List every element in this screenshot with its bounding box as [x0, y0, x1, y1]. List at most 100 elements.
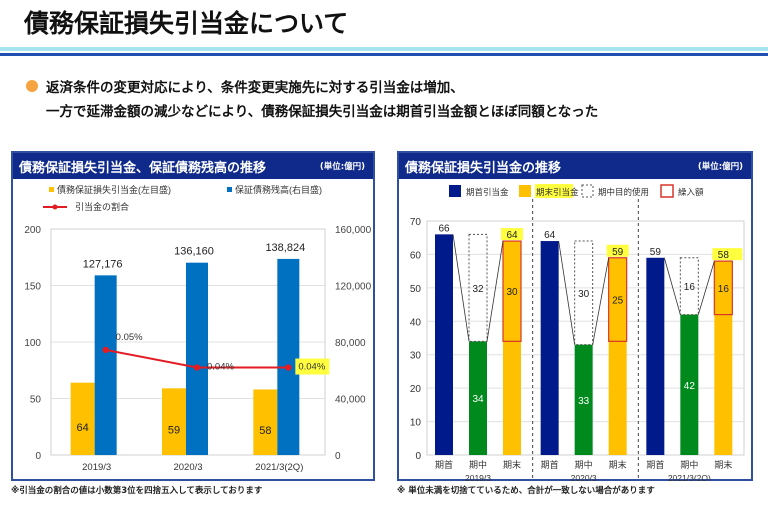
right-axis-tick: 0: [335, 451, 341, 462]
legend-label-provision: 債務保証損失引当金(左目盛): [57, 184, 171, 195]
legend-swatch-opening: [449, 185, 461, 197]
connector-line: [663, 257, 681, 315]
bar-label-ending: 59: [612, 247, 624, 258]
bar-provision: [162, 388, 186, 455]
y-axis-tick: 50: [410, 284, 422, 295]
bar-provision: [253, 389, 278, 455]
legend-label-opening: 期首引当金: [466, 187, 509, 197]
bar-label-used: 32: [472, 284, 484, 295]
bar-label-added: 30: [506, 287, 518, 298]
bar-used-outline: [468, 233, 488, 342]
x-axis-group-label: 2020/3: [571, 473, 597, 481]
bar-added-outline: [713, 260, 733, 316]
bar-label-provision: 58: [259, 425, 271, 437]
connector-line: [452, 234, 470, 342]
x-axis-subcategory: 期中: [575, 459, 593, 470]
bar-label-middle: 34: [472, 394, 484, 405]
bar-label-balance: 136,160: [174, 246, 214, 258]
right-panel-header: 債務保証損失引当金の推移 (単位:億円): [399, 153, 751, 179]
right-axis-tick: 120,000: [335, 282, 372, 293]
right-panel-unit: (単位:億円): [697, 162, 743, 172]
right-axis-tick: 80,000: [335, 338, 366, 349]
x-axis-tick: 2020/3: [173, 462, 202, 473]
left-chart: 債務保証損失引当金(左目盛) 保証債務残高(右目盛) 引当金の割合 0 50 100 150…: [24, 184, 372, 473]
bar-ending: [714, 261, 733, 455]
bar-label-used: 16: [684, 282, 696, 293]
x-axis-group-label: 2021/3(2Q): [668, 473, 711, 481]
y-axis-tick: 10: [410, 418, 422, 429]
legend-swatch-used: [581, 184, 594, 198]
left-axis-tick: 100: [24, 338, 41, 349]
x-axis-subcategory: 期首: [646, 459, 664, 470]
left-panel-title: 債務保証損失引当金、保証債務残高の推移: [19, 161, 267, 176]
legend-label-ending: 期末引当金: [536, 187, 579, 197]
bar-label-provision: 64: [77, 422, 89, 434]
bar-added-outline: [502, 240, 522, 342]
legend-label-ratio: 引当金の割合: [75, 201, 129, 212]
bar-provision: [70, 382, 95, 455]
bar-label-added: 25: [612, 296, 624, 307]
x-axis-tick: 2019/3: [82, 462, 111, 473]
bar-label-added: 16: [718, 284, 730, 295]
bar-label-opening: 59: [650, 247, 662, 258]
page-title: 債務保証損失引当金について: [24, 9, 349, 38]
legend-swatch-ending: [519, 185, 531, 197]
bar-label-opening: 66: [438, 223, 450, 234]
bar-label-middle: 33: [578, 396, 590, 407]
x-axis-tick: 2021/3(2Q): [255, 462, 303, 473]
left-chart-panel: 債務保証損失引当金、保証債務残高の推移 (単位:億円) 債務保証損失引当金(左目…: [11, 151, 375, 481]
legend-label-balance: 保証債務残高(右目盛): [235, 184, 322, 195]
x-axis-subcategory: 期末: [714, 459, 732, 470]
left-axis-tick: 200: [24, 225, 41, 236]
bar-balance: [94, 275, 117, 455]
ratio-marker: [285, 364, 292, 371]
bar-middle: [680, 314, 699, 455]
bar-balance: [277, 258, 300, 455]
right-axis-tick: 160,000: [335, 225, 372, 236]
x-axis-subcategory: 期首: [541, 459, 559, 470]
left-axis-tick: 150: [24, 282, 41, 293]
ending-label-highlight: [501, 228, 523, 241]
bar-opening: [540, 241, 559, 455]
x-axis-subcategory: 期末: [609, 459, 627, 470]
bar-label-opening: 64: [544, 230, 556, 241]
bar-label-provision: 59: [168, 425, 180, 437]
connector-line: [592, 257, 610, 345]
ending-label-highlight: [606, 244, 629, 257]
left-axis-tick: 0: [35, 451, 41, 462]
bar-ending: [503, 241, 521, 455]
bar-label-middle: 42: [684, 381, 696, 392]
bar-ending: [608, 257, 627, 455]
left-panel-unit: (単位:億円): [319, 162, 365, 172]
bar-label-balance: 127,176: [83, 258, 123, 270]
connector-line: [486, 240, 504, 342]
ending-label-highlight: [712, 248, 743, 261]
bar-balance: [186, 262, 208, 455]
left-axis-tick: 50: [30, 395, 42, 406]
ratio-label: 0.04%: [298, 362, 325, 373]
bar-opening: [435, 234, 453, 455]
legend-marker-ratio: [52, 204, 58, 210]
y-axis-tick: 20: [410, 384, 422, 395]
lead-text-line2: 一方で延滞金額の減少などにより、債務保証損失引当金は期首引当金額とほぼ同額となっ…: [46, 104, 599, 120]
legend-swatch-balance: [227, 187, 232, 192]
ratio-label-highlight: [295, 358, 330, 375]
legend-label-added: 繰入額: [678, 187, 704, 197]
bar-label-ending: 64: [506, 230, 518, 241]
bullet-icon: [26, 80, 38, 92]
ratio-marker: [193, 364, 201, 371]
legend-label-used: 期中目的使用: [598, 187, 649, 197]
left-panel-header: 債務保証損失引当金、保証債務残高の推移 (単位:億円): [13, 153, 373, 179]
left-chart-note: ※引当金の割合の値は小数第3位を四捨五入して表示しております: [11, 486, 263, 496]
bar-label-used: 30: [578, 289, 590, 300]
legend-highlight-ending: [535, 184, 573, 198]
connector-line: [558, 240, 576, 345]
bar-middle: [574, 344, 593, 455]
y-axis-tick: 40: [410, 317, 422, 328]
right-chart: 期首引当金 期末引当金 期中目的使用 繰入額 0 10 20 30 40 50 60 70 66 34 32…: [410, 184, 745, 481]
right-chart-note: ※ 単位未満を切捨てているため、合計が一致しない場合があります: [397, 486, 655, 496]
y-axis-tick: 70: [410, 217, 422, 228]
lead-text-line1: 返済条件の変更対応により、条件変更実施先に対する引当金は増加、: [46, 80, 464, 96]
right-chart-panel: 債務保証損失引当金の推移 (単位:億円) 期首引当金 期末引当金 期中目的使用 繰入額…: [397, 151, 753, 481]
bar-label-balance: 138,824: [265, 242, 305, 254]
